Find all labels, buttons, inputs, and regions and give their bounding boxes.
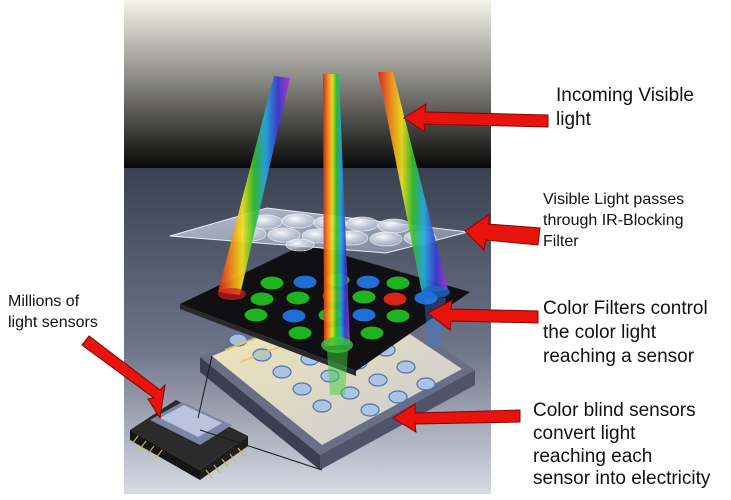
arrow-icon bbox=[81, 335, 166, 420]
light-beam-right bbox=[378, 72, 448, 293]
label-color-filters: Color Filters control the color light re… bbox=[543, 297, 708, 369]
label-line: reaching a sensor bbox=[543, 346, 695, 368]
light-beam-left bbox=[218, 76, 290, 295]
label-line: Millions of bbox=[8, 293, 80, 310]
label-line: Incoming Visible bbox=[556, 85, 695, 106]
label-line: the color light bbox=[543, 322, 657, 344]
arrow-icon bbox=[403, 103, 549, 134]
label-line: sensor into electricity bbox=[533, 468, 711, 490]
arrow-icon bbox=[427, 299, 539, 331]
arrow-icon bbox=[392, 403, 521, 433]
label-line: Visible Light passes bbox=[543, 191, 685, 208]
label-ir-filter: Visible Light passes through IR-Blocking… bbox=[543, 190, 684, 252]
label-line: Filter bbox=[543, 232, 579, 250]
label-line: Color blind sensors bbox=[533, 400, 696, 421]
label-millions-of-sensors: Millions of light sensors bbox=[8, 292, 98, 334]
label-line: convert light bbox=[533, 422, 636, 444]
label-incoming-light: Incoming Visible light bbox=[556, 84, 694, 132]
label-color-blind-sensors: Color blind sensors convert light reachi… bbox=[533, 400, 710, 491]
light-beam-center bbox=[323, 74, 350, 346]
label-line: Color Filters control bbox=[543, 298, 708, 319]
label-line: reaching each bbox=[533, 445, 653, 467]
arrow-icon bbox=[464, 212, 541, 252]
light-beams bbox=[218, 72, 450, 395]
label-line: through IR-Blocking bbox=[543, 211, 684, 229]
label-line: light bbox=[556, 108, 591, 130]
label-line: light sensors bbox=[8, 313, 98, 331]
